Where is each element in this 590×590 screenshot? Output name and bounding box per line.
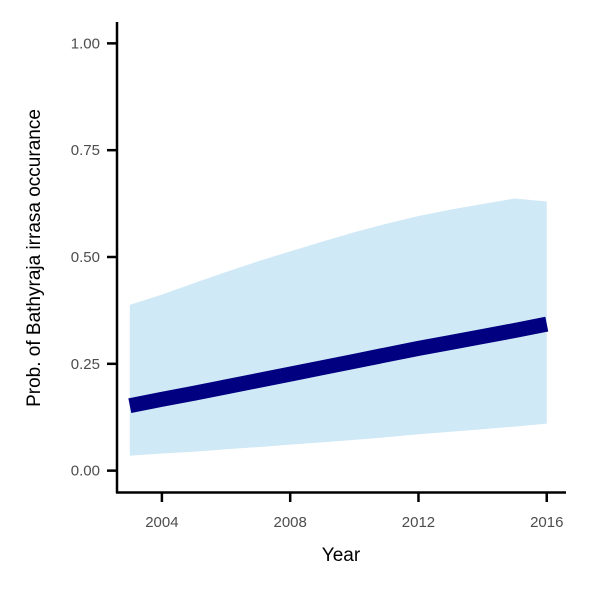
x-tick-label: 2008	[273, 514, 306, 531]
trend-line-layer	[128, 316, 549, 414]
trend-line-0	[128, 316, 549, 414]
x-tick-label: 2012	[402, 514, 435, 531]
x-axis-title: Year	[322, 545, 361, 566]
x-ticks: 2004 2008 2012 2016	[145, 492, 563, 531]
y-tick-label: 0.00	[71, 463, 100, 480]
y-ticks: 0.00 0.25 0.50 0.75 1.00	[71, 35, 117, 480]
x-tick-label: 2016	[530, 514, 563, 531]
y-tick-label: 0.25	[71, 356, 100, 373]
y-tick-label: 1.00	[71, 35, 100, 52]
confidence-band-layer	[129, 198, 547, 456]
y-tick-label: 0.75	[71, 142, 100, 159]
y-axis-title: Prob. of Bathyraja irrasa occurance	[24, 109, 45, 407]
confidence-band-0	[129, 198, 547, 456]
x-tick-label: 2004	[145, 514, 178, 531]
y-tick-label: 0.50	[71, 249, 100, 266]
